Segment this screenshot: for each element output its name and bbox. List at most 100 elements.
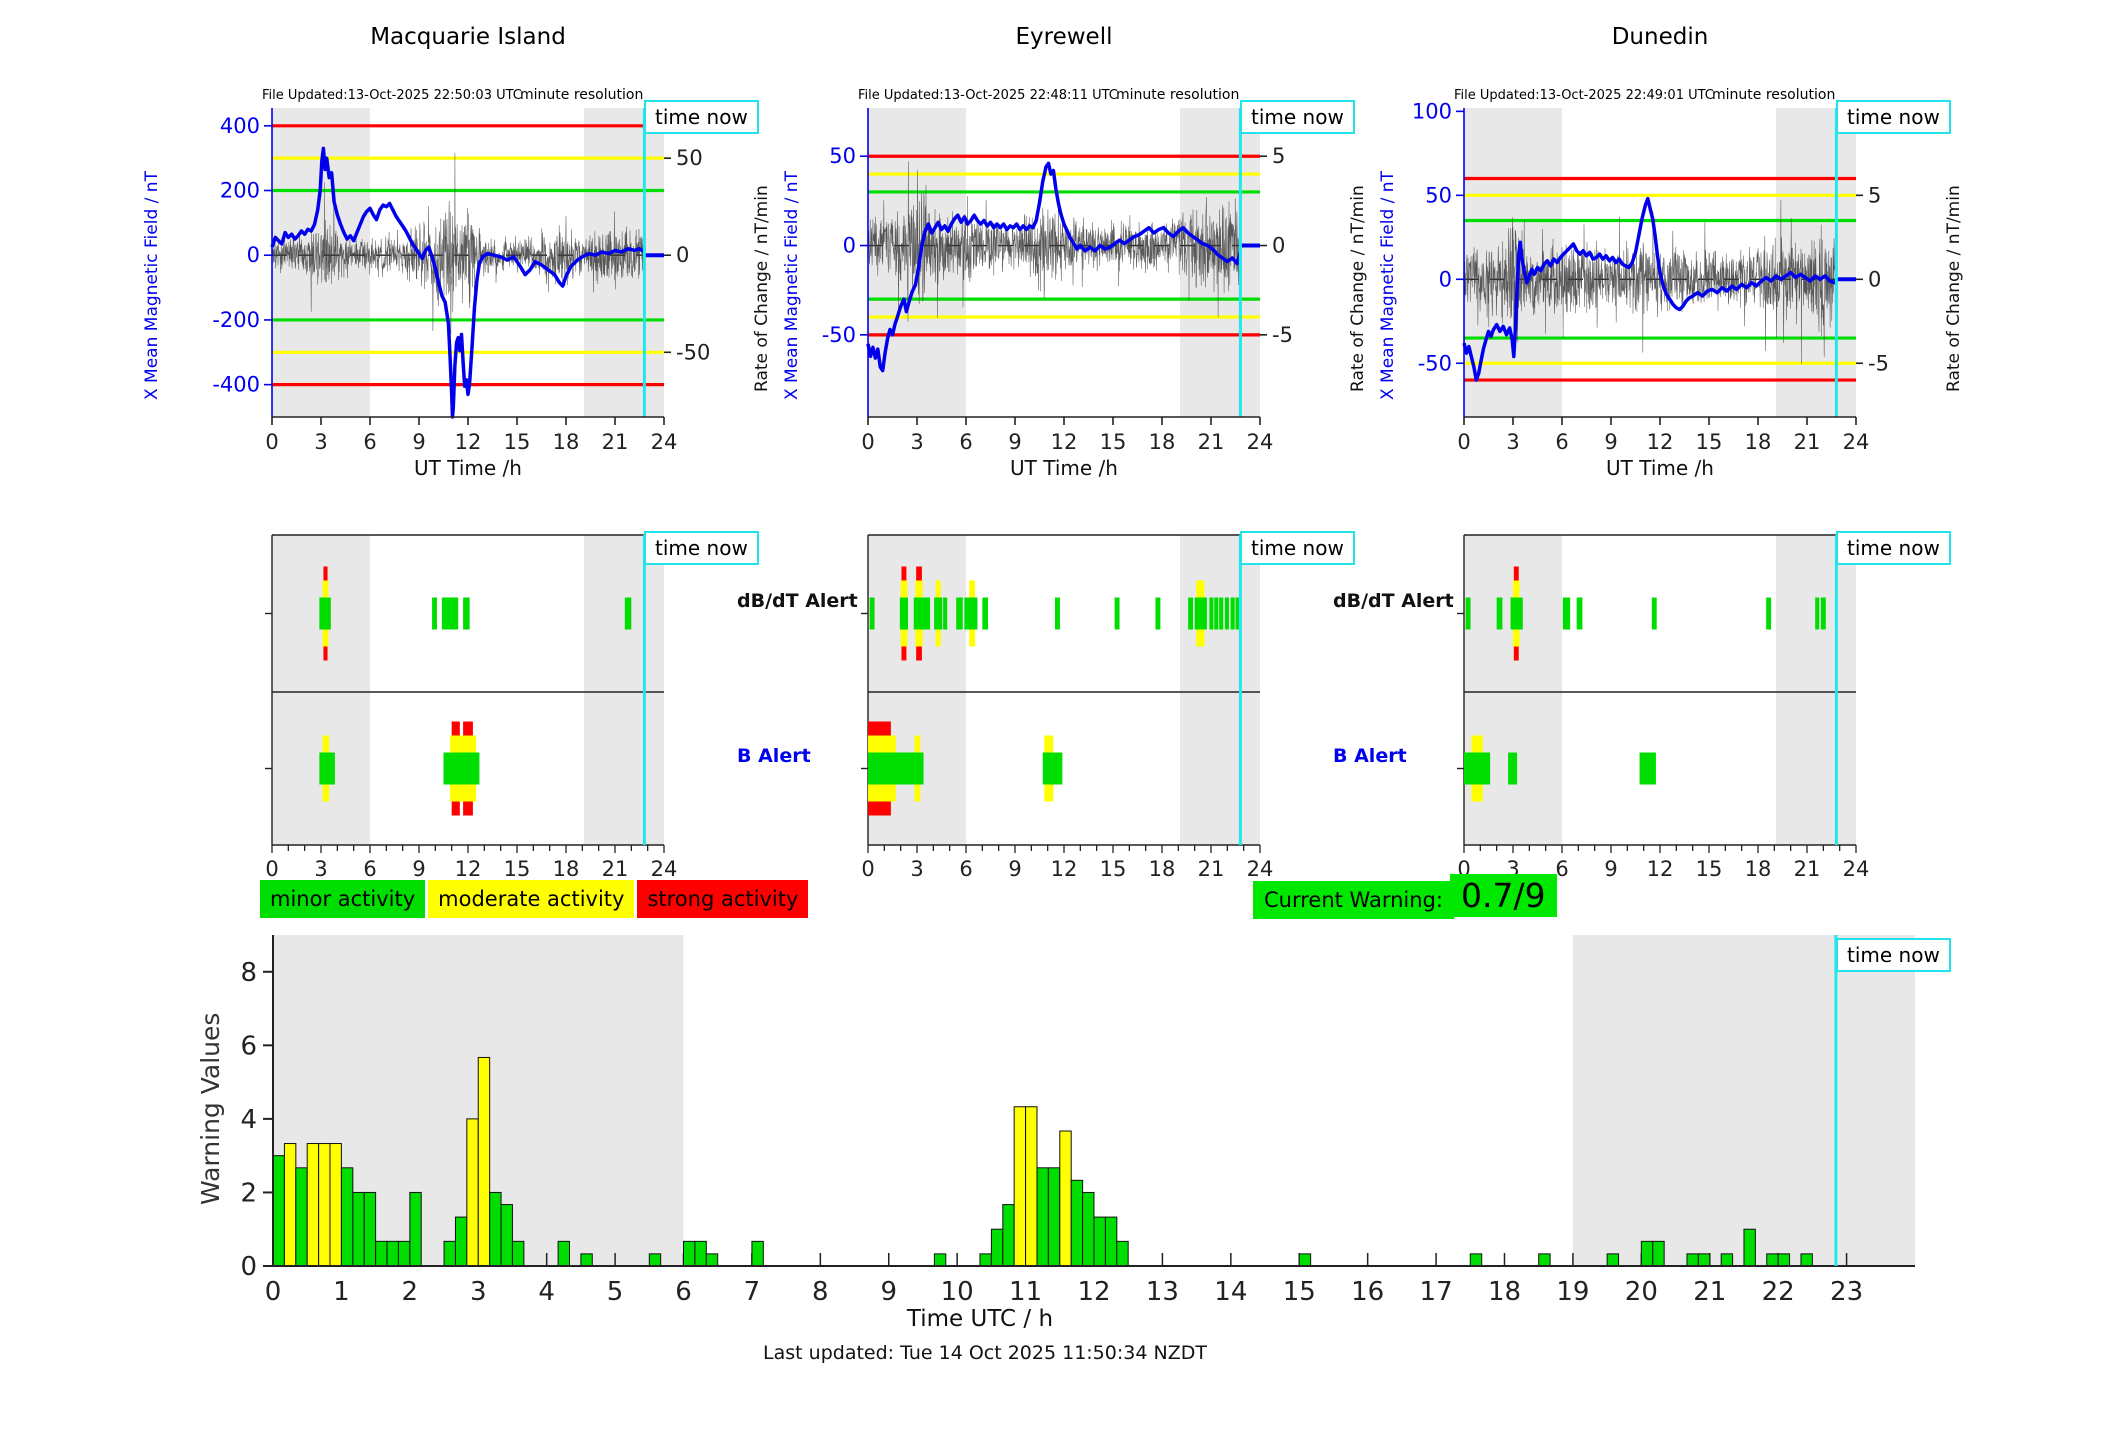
svg-text:18: 18 [1488,1277,1521,1307]
svg-text:21: 21 [1693,1277,1726,1307]
dbdt-alert-mark-1 [1209,597,1214,630]
warning-bar [1025,1106,1038,1267]
svg-text:200: 200 [220,179,260,203]
svg-text:21: 21 [1794,857,1821,881]
warning-bar [557,1240,570,1267]
dbdt-alert-mark-1 [1219,597,1224,630]
svg-text:0: 0 [265,857,278,881]
file-updated-dunedin: File Updated:13-Oct-2025 22:49:01 UTC [1454,88,1714,103]
last-updated-text: Last updated: Tue 14 Oct 2025 11:50:34 N… [763,1342,1207,1364]
warning-bar [295,1167,308,1267]
svg-text:6: 6 [1555,857,1568,881]
warning-bar [466,1118,479,1267]
dbdt-alert-mark-0 [441,597,459,630]
b-alert-mark-1 [1042,752,1063,785]
dbdt-alert-mark-1 [934,597,943,630]
dbdt-alert-mark-1 [1194,597,1207,630]
warning-bar [1652,1240,1665,1267]
svg-text:12: 12 [1077,1277,1110,1307]
svg-text:2: 2 [240,1178,257,1208]
svg-text:0: 0 [240,1252,257,1282]
warning-bar [340,1167,354,1267]
resolution-note-macquarie: minute resolution [520,87,644,103]
svg-text:-5: -5 [1868,351,1889,375]
warning-bar [1743,1228,1756,1267]
warning-bar [1036,1167,1049,1267]
warning-bar [1298,1253,1312,1267]
warning-bar [1469,1253,1483,1267]
svg-text:12: 12 [455,430,482,454]
b-alert-mark-2 [1508,752,1518,785]
svg-text:13: 13 [1146,1277,1179,1307]
svg-text:21: 21 [602,857,629,881]
svg-text:18: 18 [1149,857,1176,881]
warning-bar [397,1240,411,1267]
svg-text:18: 18 [553,857,580,881]
time-now-box-eyrewell-alert: time now [1240,531,1355,565]
dbdt-alert-mark-1 [1235,597,1240,630]
dbdt-alert-label-1: dB/dT Alert [737,590,858,612]
current-warning-value: 0.7/9 [1450,874,1557,917]
legend-moderate-activity: moderate activity [428,880,635,918]
warning-bar [329,1143,342,1267]
alert-panel-2: 0 3 6 9 12 15 18 21 24 [1457,534,1869,881]
station-title-eyrewell: Eyrewell [1015,24,1113,50]
dbdt-alert-mark-0 [319,597,331,630]
dbdt-alert-mark-1 [1114,597,1120,630]
x-label-dunedin: UT Time /h [1606,456,1714,480]
svg-text:3: 3 [1506,430,1519,454]
warning-bar [1766,1253,1779,1267]
rate-of-change-trace-1 [867,161,1241,322]
svg-text:50: 50 [1425,183,1452,207]
time-now-box-eyrewell-top: time now [1240,100,1355,134]
warning-bar [1686,1253,1699,1267]
svg-text:18: 18 [1745,430,1772,454]
svg-text:100: 100 [1412,99,1452,123]
warning-bar [1093,1216,1106,1267]
svg-text:15: 15 [1100,430,1127,454]
warning-bar [580,1253,593,1267]
svg-text:24: 24 [1843,430,1870,454]
warning-bar [363,1191,377,1267]
mean-field-line-2 [1462,196,1838,382]
warning-bar [511,1240,525,1267]
warning-bar [1800,1253,1813,1267]
warning-bar [1640,1240,1654,1267]
svg-text:18: 18 [553,430,580,454]
svg-text:15: 15 [1696,430,1723,454]
warning-values-ylabel: Warning Values [196,1012,225,1205]
svg-text:6: 6 [363,430,376,454]
warning-bar [306,1143,320,1267]
warning-bar [1116,1240,1129,1267]
dbdt-alert-mark-1 [913,597,931,630]
svg-text:0: 0 [676,243,689,267]
svg-text:12: 12 [1647,430,1674,454]
x-label-eyrewell: UT Time /h [1010,456,1118,480]
mean-field-line-1 [866,161,1243,373]
file-updated-macquarie: File Updated:13-Oct-2025 22:50:03 UTC [262,88,522,103]
rate-of-change-trace-2 [1463,200,1837,365]
svg-text:0: 0 [1868,267,1881,291]
dbdt-alert-mark-1 [1155,597,1161,630]
warning-bar [1720,1253,1734,1267]
svg-text:22: 22 [1762,1277,1795,1307]
time-now-box-macquarie-top: time now [644,100,759,134]
b-alert-label-2: B Alert [1333,745,1407,767]
svg-text:0: 0 [843,234,856,258]
svg-text:11: 11 [1009,1277,1042,1307]
svg-text:-50: -50 [1418,351,1452,375]
svg-text:9: 9 [1604,857,1617,881]
svg-text:15: 15 [1283,1277,1316,1307]
y-right-label-eyrewell: Rate of Change / nT/min [1348,185,1368,392]
warning-bar [683,1240,696,1267]
svg-text:0: 0 [1457,430,1470,454]
svg-text:0: 0 [861,857,874,881]
y-right-label-macquarie: Rate of Change / nT/min [752,185,772,392]
warning-bar [489,1191,502,1267]
svg-text:9: 9 [412,857,425,881]
warning-bar [694,1240,707,1267]
station-title-dunedin: Dunedin [1611,24,1709,50]
warning-chart-xlabel: Time UTC / h [906,1306,1054,1332]
warning-bar [272,1155,285,1267]
